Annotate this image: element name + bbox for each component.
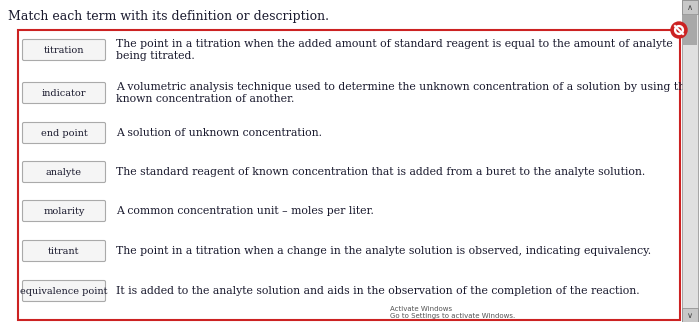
FancyBboxPatch shape [22,280,106,301]
FancyBboxPatch shape [22,201,106,222]
FancyBboxPatch shape [22,82,106,103]
Bar [682,308,698,322]
Circle shape [671,22,687,38]
Text: known concentration of another.: known concentration of another. [116,94,295,104]
Text: Match each term with its definition or description.: Match each term with its definition or d… [8,10,329,23]
Bar [683,15,697,45]
Text: ∨: ∨ [687,310,693,319]
FancyBboxPatch shape [22,241,106,261]
Text: titrant: titrant [48,247,80,255]
Bar [682,0,698,322]
Circle shape [677,28,681,32]
Text: end point: end point [41,128,88,137]
Text: being titrated.: being titrated. [116,51,195,61]
Text: A volumetric analysis technique used to determine the unknown concentration of a: A volumetric analysis technique used to … [116,82,692,92]
FancyBboxPatch shape [22,40,106,61]
Text: equivalence point: equivalence point [20,287,108,296]
Circle shape [675,26,683,34]
Text: Go to Settings to activate Windows.: Go to Settings to activate Windows. [390,313,515,319]
Text: The point in a titration when a change in the analyte solution is observed, indi: The point in a titration when a change i… [116,246,651,256]
Text: titration: titration [43,45,84,54]
Text: molarity: molarity [43,206,85,215]
Text: ∧: ∧ [687,3,693,12]
Text: The standard reagent of known concentration that is added from a buret to the an: The standard reagent of known concentrat… [116,167,645,177]
Bar [682,0,698,14]
Text: The point in a titration when the added amount of standard reagent is equal to t: The point in a titration when the added … [116,39,673,49]
Text: analyte: analyte [46,167,82,176]
Text: A solution of unknown concentration.: A solution of unknown concentration. [116,128,322,138]
Text: A common concentration unit – moles per liter.: A common concentration unit – moles per … [116,206,374,216]
FancyBboxPatch shape [22,122,106,144]
Text: Activate Windows: Activate Windows [390,306,452,312]
Text: indicator: indicator [42,89,86,98]
Text: It is added to the analyte solution and aids in the observation of the completio: It is added to the analyte solution and … [116,286,640,296]
FancyBboxPatch shape [22,162,106,183]
